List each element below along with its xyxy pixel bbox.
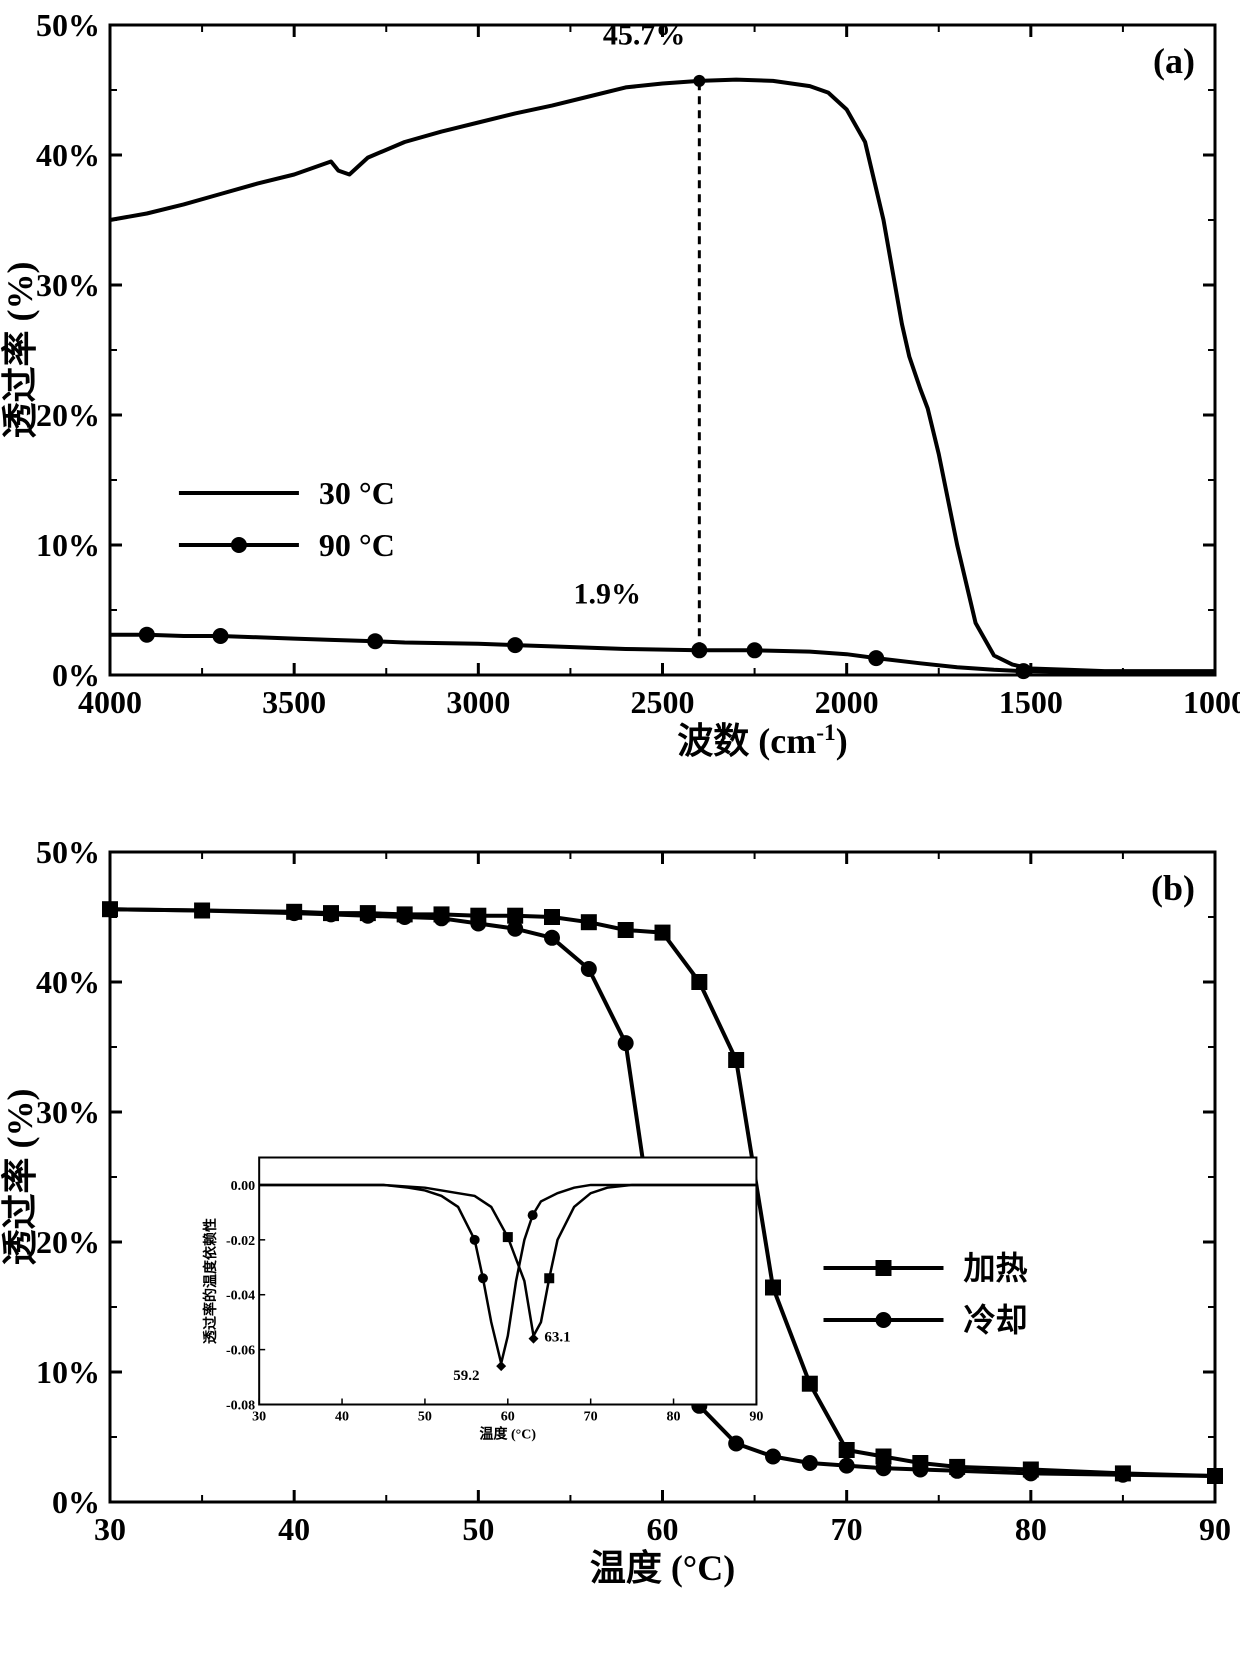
- svg-text:60: 60: [647, 1511, 679, 1547]
- svg-text:60: 60: [501, 1410, 515, 1425]
- svg-text:30 °C: 30 °C: [319, 475, 395, 511]
- svg-text:30%: 30%: [36, 1094, 100, 1130]
- svg-text:90 °C: 90 °C: [319, 527, 395, 563]
- svg-text:10%: 10%: [36, 527, 100, 563]
- svg-text:3500: 3500: [262, 684, 326, 720]
- svg-text:-0.06: -0.06: [226, 1344, 255, 1359]
- svg-text:2500: 2500: [631, 684, 695, 720]
- svg-text:70: 70: [831, 1511, 863, 1547]
- svg-text:80: 80: [667, 1410, 681, 1425]
- svg-text:70: 70: [584, 1410, 598, 1425]
- svg-text:1.9%: 1.9%: [574, 578, 642, 611]
- svg-text:10%: 10%: [36, 1354, 100, 1390]
- svg-text:63.1: 63.1: [544, 1329, 570, 1345]
- svg-text:3000: 3000: [446, 684, 510, 720]
- svg-text:30%: 30%: [36, 267, 100, 303]
- svg-text:45.7%: 45.7%: [603, 19, 686, 52]
- svg-text:加热: 加热: [964, 1250, 1028, 1286]
- svg-text:波数 (cm-1): 波数 (cm-1): [677, 720, 847, 761]
- figure-container: 40003500300025002000150010000%10%20%30%4…: [0, 0, 1240, 1671]
- svg-text:50%: 50%: [36, 7, 100, 43]
- svg-text:20%: 20%: [36, 397, 100, 433]
- svg-text:50: 50: [462, 1511, 494, 1547]
- svg-text:1500: 1500: [999, 684, 1063, 720]
- svg-text:(a): (a): [1153, 41, 1195, 81]
- svg-text:20%: 20%: [36, 1224, 100, 1260]
- svg-text:50: 50: [418, 1410, 432, 1425]
- svg-text:90: 90: [749, 1410, 763, 1425]
- svg-text:90: 90: [1199, 1511, 1231, 1547]
- svg-text:40%: 40%: [36, 964, 100, 1000]
- svg-text:1000: 1000: [1183, 684, 1240, 720]
- svg-text:透过率的温度依赖性: 透过率的温度依赖性: [202, 1218, 219, 1344]
- svg-text:-0.08: -0.08: [226, 1399, 255, 1414]
- svg-text:2000: 2000: [815, 684, 879, 720]
- svg-text:透过率 (%): 透过率 (%): [0, 262, 40, 439]
- svg-text:80: 80: [1015, 1511, 1047, 1547]
- svg-text:0%: 0%: [52, 657, 100, 693]
- svg-text:冷却: 冷却: [964, 1302, 1028, 1338]
- figure-svg: 40003500300025002000150010000%10%20%30%4…: [0, 0, 1240, 1671]
- svg-text:0.00: 0.00: [231, 1179, 256, 1194]
- svg-text:(b): (b): [1151, 868, 1195, 908]
- svg-text:0%: 0%: [52, 1484, 100, 1520]
- svg-text:温度 (°C): 温度 (°C): [590, 1548, 735, 1588]
- svg-text:-0.04: -0.04: [226, 1289, 255, 1304]
- svg-text:50%: 50%: [36, 834, 100, 870]
- svg-text:-0.02: -0.02: [226, 1234, 255, 1249]
- svg-text:40: 40: [278, 1511, 310, 1547]
- svg-text:透过率 (%): 透过率 (%): [0, 1089, 40, 1266]
- svg-text:40: 40: [335, 1410, 349, 1425]
- svg-text:59.2: 59.2: [453, 1368, 479, 1384]
- svg-text:温度 (°C): 温度 (°C): [480, 1426, 537, 1443]
- svg-text:40%: 40%: [36, 137, 100, 173]
